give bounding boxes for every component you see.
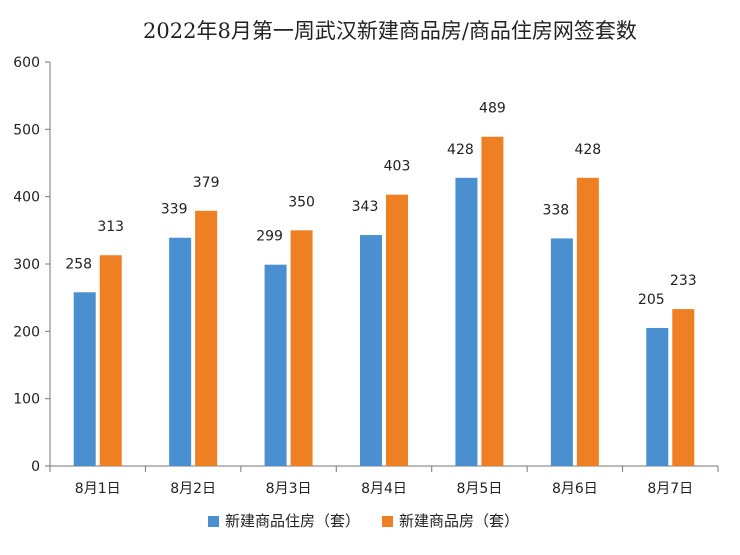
data-label: 428 — [447, 142, 474, 158]
y-tick-label: 0 — [31, 459, 40, 475]
bar-commercial — [99, 255, 122, 466]
bars — [73, 136, 695, 467]
data-label: 350 — [288, 194, 315, 210]
x-tick-label: 8月3日 — [266, 481, 312, 497]
bar-commercial — [386, 194, 408, 466]
x-tick-label: 8月5日 — [457, 481, 503, 497]
bar-commercial — [195, 210, 218, 466]
legend-swatch — [208, 516, 219, 527]
x-tick-label: 8月4日 — [361, 481, 407, 497]
x-tick-label: 8月7日 — [647, 481, 693, 497]
bar-residential — [646, 327, 669, 466]
legend-label: 新建商品住房（套） — [225, 512, 360, 530]
x-axis: 8月1日 8月2日 8月3日 8月4日 8月5日 8月6日 8月7日 — [49, 465, 719, 497]
bar-commercial — [481, 136, 504, 467]
bar-residential — [73, 292, 96, 466]
y-axis: 0 100 200 300 400 500 600 — [13, 55, 51, 475]
bar-residential — [264, 264, 287, 466]
legend-swatch — [382, 516, 393, 527]
data-label: 343 — [352, 199, 379, 215]
data-label: 313 — [97, 219, 124, 235]
data-label: 299 — [256, 229, 283, 245]
chart-title: 2022年8月第一周武汉新建商品房/商品住房网签套数 — [143, 19, 637, 43]
y-tick-label: 100 — [13, 392, 40, 408]
bar-commercial — [672, 309, 695, 466]
legend-label: 新建商品房（套） — [399, 512, 519, 530]
y-tick-label: 300 — [13, 257, 40, 273]
y-tick-label: 200 — [13, 324, 40, 340]
bar-residential — [169, 237, 192, 466]
legend: 新建商品住房（套） 新建商品房（套） — [208, 512, 519, 530]
data-label: 233 — [670, 273, 697, 289]
data-label: 489 — [479, 101, 506, 117]
bar-commercial — [576, 177, 599, 466]
x-tick-label: 8月2日 — [170, 481, 216, 497]
data-label: 428 — [574, 142, 601, 158]
data-label: 258 — [65, 256, 92, 272]
x-tick-label: 8月1日 — [75, 481, 121, 497]
bar-commercial — [290, 230, 313, 466]
data-label: 403 — [384, 159, 411, 175]
data-label: 379 — [193, 175, 220, 191]
y-tick-label: 400 — [13, 190, 40, 206]
y-tick-label: 500 — [13, 122, 40, 138]
y-tick-label: 600 — [13, 55, 40, 71]
data-label: 205 — [638, 292, 665, 308]
data-labels: 258 313 339 379 299 350 343 403 428 489 338 428 205 2… — [65, 101, 696, 308]
bar-residential — [360, 235, 382, 466]
data-label: 338 — [542, 202, 569, 218]
data-label: 339 — [161, 202, 188, 218]
bar-residential — [455, 177, 478, 466]
bar-residential — [550, 238, 573, 466]
x-tick-label: 8月6日 — [552, 481, 598, 497]
